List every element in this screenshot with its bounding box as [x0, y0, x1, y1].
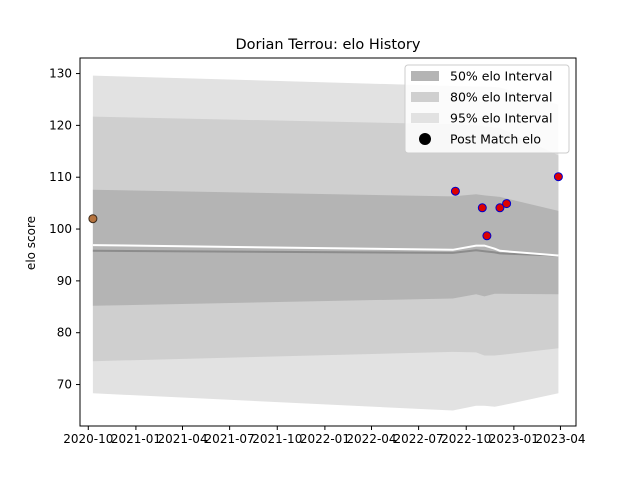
- post-match-point-1: [450, 186, 460, 196]
- post-match-point-0: [88, 214, 98, 224]
- x-tick-label-1: 2021-01: [111, 432, 161, 446]
- y-axis-label: elo score: [24, 216, 38, 270]
- x-tick-label-7: 2022-07: [394, 432, 444, 446]
- y-tick-label-2: 90: [57, 274, 72, 288]
- legend-swatch-1: [411, 92, 439, 102]
- legend-box: [404, 64, 570, 154]
- y-tick-label-3: 100: [49, 222, 72, 236]
- y-tick-label-5: 120: [49, 118, 72, 132]
- x-tick-label-0: 2020-10: [63, 432, 113, 446]
- legend-label-3: Post Match elo: [450, 132, 541, 147]
- mean-line: [92, 249, 559, 257]
- x-tick-label-6: 2022-04: [346, 432, 396, 446]
- post-match-point-3: [482, 231, 492, 241]
- x-tick-label-8: 2022-10: [441, 432, 491, 446]
- post-match-point-4: [495, 203, 505, 213]
- y-tick-label-0: 70: [57, 378, 72, 392]
- post-match-point-6: [553, 172, 563, 182]
- x-tick-label-5: 2022-01: [300, 432, 350, 446]
- legend-label-0: 50% elo Interval: [450, 69, 552, 84]
- legend: 50% elo Interval 80% elo Interval 95% elo …: [404, 64, 570, 154]
- x-tick-label-4: 2021-10: [252, 432, 302, 446]
- x-tick-label-3: 2021-07: [205, 432, 255, 446]
- chart-title: Dorian Terrou: elo History: [236, 37, 421, 53]
- post-match-point-5: [502, 199, 512, 209]
- y-tick-label-4: 110: [49, 170, 72, 184]
- plot-frame: [79, 57, 577, 427]
- x-tick-label-10: 2023-04: [535, 432, 585, 446]
- post-match-points: [88, 172, 563, 241]
- trend-lines: [92, 244, 559, 257]
- legend-label-1: 80% elo Interval: [450, 90, 552, 105]
- x-tick-label-9: 2023-01: [489, 432, 539, 446]
- median-line: [92, 244, 559, 257]
- y-tick-label-6: 130: [49, 67, 72, 81]
- x-tick-label-2: 2021-04: [157, 432, 207, 446]
- legend-swatch-2: [411, 113, 439, 123]
- legend-label-2: 95% elo Interval: [450, 111, 552, 126]
- axes: 2020-102021-012021-042021-072021-102022-…: [49, 57, 586, 446]
- legend-swatch-3: [419, 133, 431, 145]
- y-tick-label-1: 80: [57, 326, 72, 340]
- interval-bands: [92, 75, 559, 411]
- post-match-point-2: [477, 203, 487, 213]
- legend-swatch-0: [411, 71, 439, 81]
